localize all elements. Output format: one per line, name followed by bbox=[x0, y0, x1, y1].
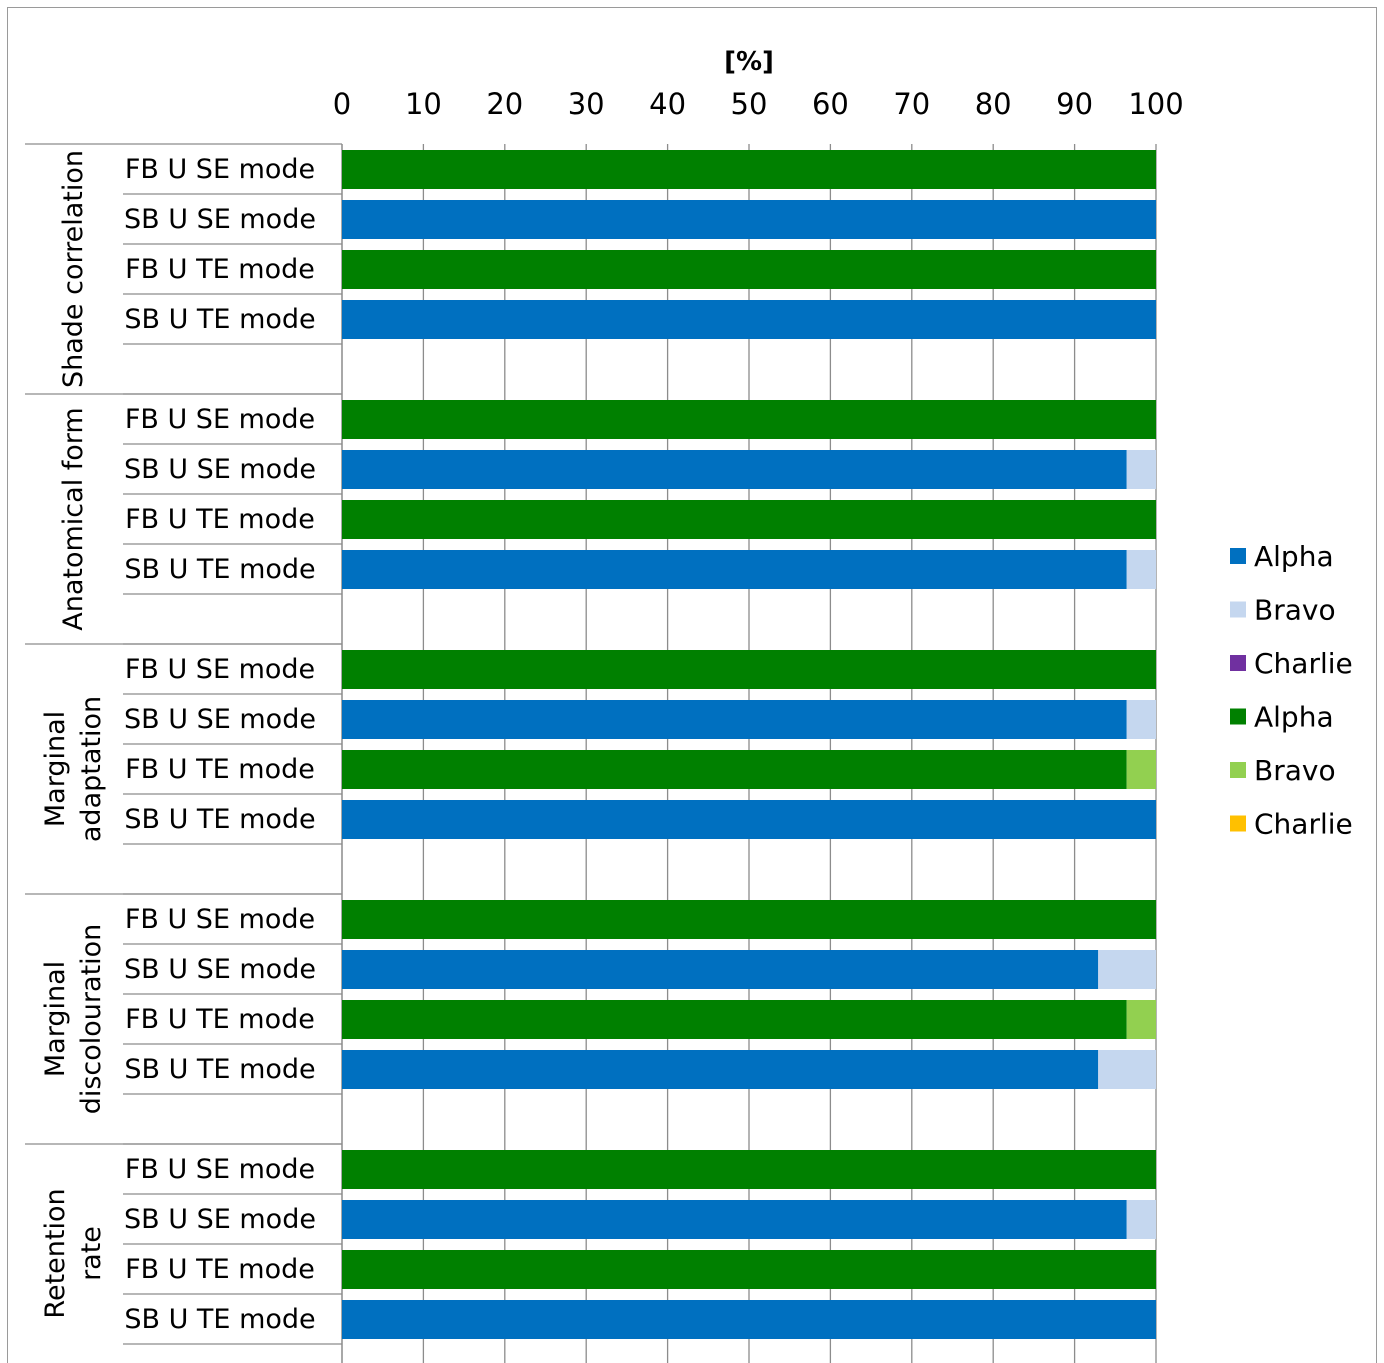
chart-frame bbox=[7, 7, 1377, 1363]
row-label: SB U TE mode bbox=[124, 1304, 315, 1335]
row-label: SB U TE mode bbox=[124, 804, 315, 835]
bar-segment bbox=[342, 900, 1156, 939]
group-label-line: discolouration bbox=[76, 924, 107, 1115]
group-label-line: rate bbox=[76, 1226, 107, 1281]
x-tick-label: 20 bbox=[486, 87, 523, 121]
bar-segment bbox=[342, 1000, 1127, 1039]
grid-lines bbox=[25, 143, 1157, 1363]
bar-segment bbox=[342, 650, 1156, 689]
group-label: Retention rate bbox=[40, 1188, 107, 1318]
group-label-line: Marginal bbox=[40, 711, 71, 827]
bar-segment bbox=[342, 400, 1156, 439]
x-tick-label: 80 bbox=[975, 87, 1012, 121]
legend-label: Bravo bbox=[1254, 754, 1336, 787]
row-label: FB U TE mode bbox=[125, 504, 315, 535]
group-label: Shade correlation bbox=[58, 150, 89, 388]
legend-label: Charlie bbox=[1254, 808, 1353, 841]
bar-segment bbox=[1126, 1200, 1156, 1239]
x-tick-labels: 0 10 20 30 40 50 60 70 80 90 100 bbox=[333, 87, 1184, 121]
legend-label: Alpha bbox=[1254, 701, 1334, 734]
row-label: SB U TE mode bbox=[124, 1054, 315, 1085]
x-tick-label: 40 bbox=[649, 87, 686, 121]
row-label: SB U SE mode bbox=[124, 704, 316, 735]
row-label: SB U TE mode bbox=[124, 304, 315, 335]
x-tick-label: 50 bbox=[731, 87, 768, 121]
bar-segment bbox=[1098, 950, 1156, 989]
category-labels: Shade correlation FB U SE mode SB U SE mod… bbox=[40, 150, 316, 1335]
row-label: FB U SE mode bbox=[125, 1154, 315, 1185]
group-label-line: Shade correlation bbox=[58, 150, 89, 388]
row-label: FB U TE mode bbox=[125, 1254, 315, 1285]
x-tick-label: 90 bbox=[1056, 87, 1093, 121]
bar-segment bbox=[342, 150, 1156, 189]
row-label: SB U TE mode bbox=[124, 554, 315, 585]
legend-label: Alpha bbox=[1254, 540, 1334, 573]
x-tick-label: 0 bbox=[333, 87, 351, 121]
bar-segment bbox=[1126, 750, 1156, 789]
legend: Alpha Bravo Charlie Alpha Bravo Charlie bbox=[1230, 540, 1353, 841]
bar-segment bbox=[342, 1050, 1099, 1089]
group-label-line: Marginal bbox=[40, 961, 71, 1077]
row-label: SB U SE mode bbox=[124, 204, 316, 235]
group-label: Marginal adaptation bbox=[40, 696, 107, 842]
bars bbox=[342, 150, 1156, 1339]
bar-segment bbox=[1126, 450, 1156, 489]
row-label: SB U SE mode bbox=[124, 454, 316, 485]
legend-swatch bbox=[1230, 708, 1246, 725]
x-axis-title: [%] bbox=[724, 47, 774, 77]
bar-segment bbox=[342, 550, 1127, 589]
row-label: FB U TE mode bbox=[125, 1004, 315, 1035]
bar-segment bbox=[342, 700, 1127, 739]
bar-segment bbox=[342, 250, 1156, 289]
bar-segment bbox=[342, 200, 1156, 239]
legend-swatch bbox=[1230, 762, 1246, 778]
group-label-line: adaptation bbox=[76, 696, 107, 842]
row-label: FB U SE mode bbox=[125, 154, 315, 185]
bar-segment bbox=[1098, 1050, 1156, 1089]
bar-segment bbox=[1126, 700, 1156, 739]
legend-swatch bbox=[1230, 601, 1246, 618]
bar-segment bbox=[342, 1250, 1156, 1289]
bar-segment bbox=[342, 1150, 1156, 1189]
group-label: Marginal discolouration bbox=[40, 924, 107, 1115]
bar-segment bbox=[342, 450, 1127, 489]
legend-swatch bbox=[1230, 815, 1246, 832]
x-tick-label: 10 bbox=[405, 87, 442, 121]
legend-label: Charlie bbox=[1254, 647, 1353, 680]
bar-segment bbox=[342, 500, 1156, 539]
row-label: SB U SE mode bbox=[124, 1204, 316, 1235]
row-label: FB U TE mode bbox=[125, 254, 315, 285]
x-tick-label: 100 bbox=[1128, 87, 1183, 121]
group-label-line: Retention bbox=[40, 1188, 71, 1318]
bar-segment bbox=[342, 300, 1156, 339]
legend-label: Bravo bbox=[1254, 594, 1336, 627]
row-label: FB U TE mode bbox=[125, 754, 315, 785]
row-label: FB U SE mode bbox=[125, 904, 315, 935]
bar-segment bbox=[342, 1300, 1156, 1339]
bar-segment bbox=[1126, 1000, 1156, 1039]
x-tick-label: 70 bbox=[893, 87, 930, 121]
bar-segment bbox=[342, 800, 1156, 839]
legend-swatch bbox=[1230, 548, 1246, 564]
bar-segment bbox=[342, 950, 1099, 989]
row-label: FB U SE mode bbox=[125, 654, 315, 685]
bar-segment bbox=[1126, 550, 1156, 589]
row-label: FB U SE mode bbox=[125, 404, 315, 435]
bar-segment bbox=[342, 750, 1127, 789]
bar-segment bbox=[342, 1200, 1127, 1239]
legend-swatch bbox=[1230, 655, 1246, 671]
group-label: Anatomical form bbox=[58, 407, 89, 630]
group-label-line: Anatomical form bbox=[58, 407, 89, 630]
row-label: SB U SE mode bbox=[124, 954, 316, 985]
x-tick-label: 30 bbox=[568, 87, 605, 121]
x-tick-label: 60 bbox=[812, 87, 849, 121]
